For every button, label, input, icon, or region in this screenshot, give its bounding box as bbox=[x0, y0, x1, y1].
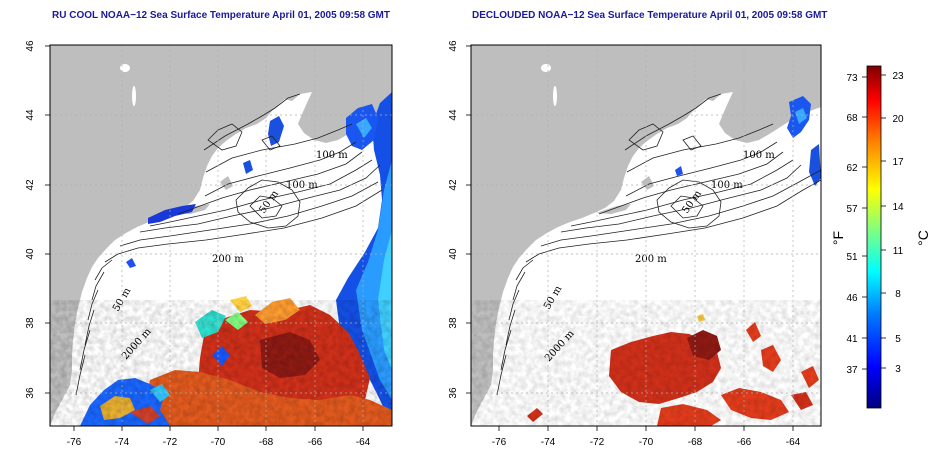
lon-tick-label: -68 bbox=[688, 437, 703, 448]
left-lon-tick-labels: -76 -74 -72 -70 -68 -66 -64 bbox=[67, 437, 371, 448]
celsius-tick-label: 5 bbox=[895, 334, 901, 345]
fahrenheit-tick-label: 41 bbox=[846, 334, 858, 345]
lon-tick-label: -70 bbox=[639, 437, 654, 448]
lat-tick-label: 36 bbox=[448, 387, 459, 399]
fahrenheit-tick-label: 73 bbox=[846, 73, 858, 84]
celsius-tick-labels: 23 20 17 14 11 8 5 3 bbox=[892, 71, 904, 375]
right-grid bbox=[471, 45, 821, 426]
celsius-tick-label: 3 bbox=[895, 364, 901, 375]
celsius-tick-label: 20 bbox=[892, 114, 904, 125]
fahrenheit-tick-labels: 73 68 62 57 51 46 41 37 bbox=[846, 73, 858, 376]
lat-tick-label: 46 bbox=[25, 40, 36, 52]
left-contour-label: 200 m bbox=[212, 254, 244, 265]
right-lake bbox=[553, 86, 557, 106]
right-axis-ticks bbox=[466, 45, 794, 431]
left-panel-title: RU COOL NOAA−12 Sea Surface Temperature … bbox=[52, 10, 390, 21]
left-grid bbox=[50, 45, 392, 426]
lon-tick-label: -68 bbox=[259, 437, 274, 448]
left-nova-scotia bbox=[298, 85, 392, 143]
lon-tick-label: -64 bbox=[786, 437, 801, 448]
right-contour-label: 100 m bbox=[743, 150, 775, 161]
right-panel-title: DECLOUDED NOAA−12 Sea Surface Temperatur… bbox=[472, 10, 828, 21]
left-lake bbox=[120, 64, 130, 72]
celsius-tick-label: 17 bbox=[892, 157, 904, 168]
lat-tick-label: 44 bbox=[448, 109, 459, 121]
left-contour-label: 100 m bbox=[316, 150, 348, 161]
right-map-panel: 100 m 100 m 50 m 200 m 50 m 2000 m bbox=[471, 45, 821, 426]
lat-tick-label: 42 bbox=[25, 179, 36, 191]
right-lon-tick-labels: -76 -74 -72 -70 -68 -66 -64 bbox=[492, 437, 801, 448]
lon-tick-label: -66 bbox=[308, 437, 323, 448]
left-land bbox=[50, 45, 392, 426]
lat-tick-label: 38 bbox=[448, 317, 459, 329]
right-lat-tick-labels: 36 38 40 42 44 46 bbox=[448, 40, 459, 399]
right-land bbox=[471, 45, 821, 426]
left-cloud-texture bbox=[50, 300, 392, 426]
lon-tick-label: -66 bbox=[737, 437, 752, 448]
left-lat-tick-labels: 36 38 40 42 44 46 bbox=[25, 40, 36, 399]
lat-tick-label: 44 bbox=[25, 109, 36, 121]
fahrenheit-tick-label: 51 bbox=[846, 252, 858, 263]
lat-tick-label: 42 bbox=[448, 179, 459, 191]
celsius-tick-label: 14 bbox=[892, 202, 904, 213]
lon-tick-label: -72 bbox=[163, 437, 178, 448]
right-cape-cod bbox=[641, 176, 654, 190]
colorbar: 73 68 62 57 51 46 41 37 23 20 17 14 11 8… bbox=[830, 65, 931, 409]
colorbar-ticks bbox=[862, 74, 886, 370]
celsius-tick-label: 23 bbox=[892, 71, 904, 82]
left-cape-cod bbox=[220, 176, 233, 190]
celsius-unit-label: °C bbox=[915, 230, 931, 246]
lon-tick-label: -70 bbox=[211, 437, 226, 448]
right-contour-label: 100 m bbox=[711, 180, 743, 191]
left-map-frame bbox=[49, 44, 393, 427]
lon-tick-label: -76 bbox=[492, 437, 507, 448]
fahrenheit-tick-label: 57 bbox=[846, 204, 858, 215]
left-map-panel: 100 m 100 m 50 m 200 m 50 m 2000 m bbox=[50, 45, 392, 426]
right-contour-label: 200 m bbox=[635, 254, 667, 265]
right-texture bbox=[471, 300, 821, 426]
celsius-tick-label: 8 bbox=[895, 289, 901, 300]
right-lake bbox=[541, 64, 551, 72]
lat-tick-label: 46 bbox=[448, 40, 459, 52]
fahrenheit-tick-label: 68 bbox=[846, 113, 858, 124]
lat-tick-label: 40 bbox=[448, 248, 459, 260]
fahrenheit-tick-label: 37 bbox=[846, 365, 858, 376]
lon-tick-label: -74 bbox=[115, 437, 130, 448]
lon-tick-label: -64 bbox=[356, 437, 371, 448]
colorbar-gradient bbox=[866, 65, 882, 409]
lat-tick-label: 38 bbox=[25, 317, 36, 329]
left-contour-label: 100 m bbox=[286, 180, 318, 191]
celsius-tick-label: 11 bbox=[893, 246, 904, 257]
fahrenheit-tick-label: 62 bbox=[846, 163, 858, 174]
fahrenheit-unit-label: °F bbox=[830, 231, 846, 245]
lat-tick-label: 36 bbox=[25, 387, 36, 399]
left-axis-ticks bbox=[45, 45, 364, 431]
lon-tick-label: -74 bbox=[541, 437, 556, 448]
lon-tick-label: -76 bbox=[67, 437, 82, 448]
lat-tick-label: 40 bbox=[25, 248, 36, 260]
lon-tick-label: -72 bbox=[590, 437, 605, 448]
left-lake bbox=[132, 86, 136, 106]
fahrenheit-tick-label: 46 bbox=[846, 293, 858, 304]
left-contours bbox=[75, 93, 383, 396]
